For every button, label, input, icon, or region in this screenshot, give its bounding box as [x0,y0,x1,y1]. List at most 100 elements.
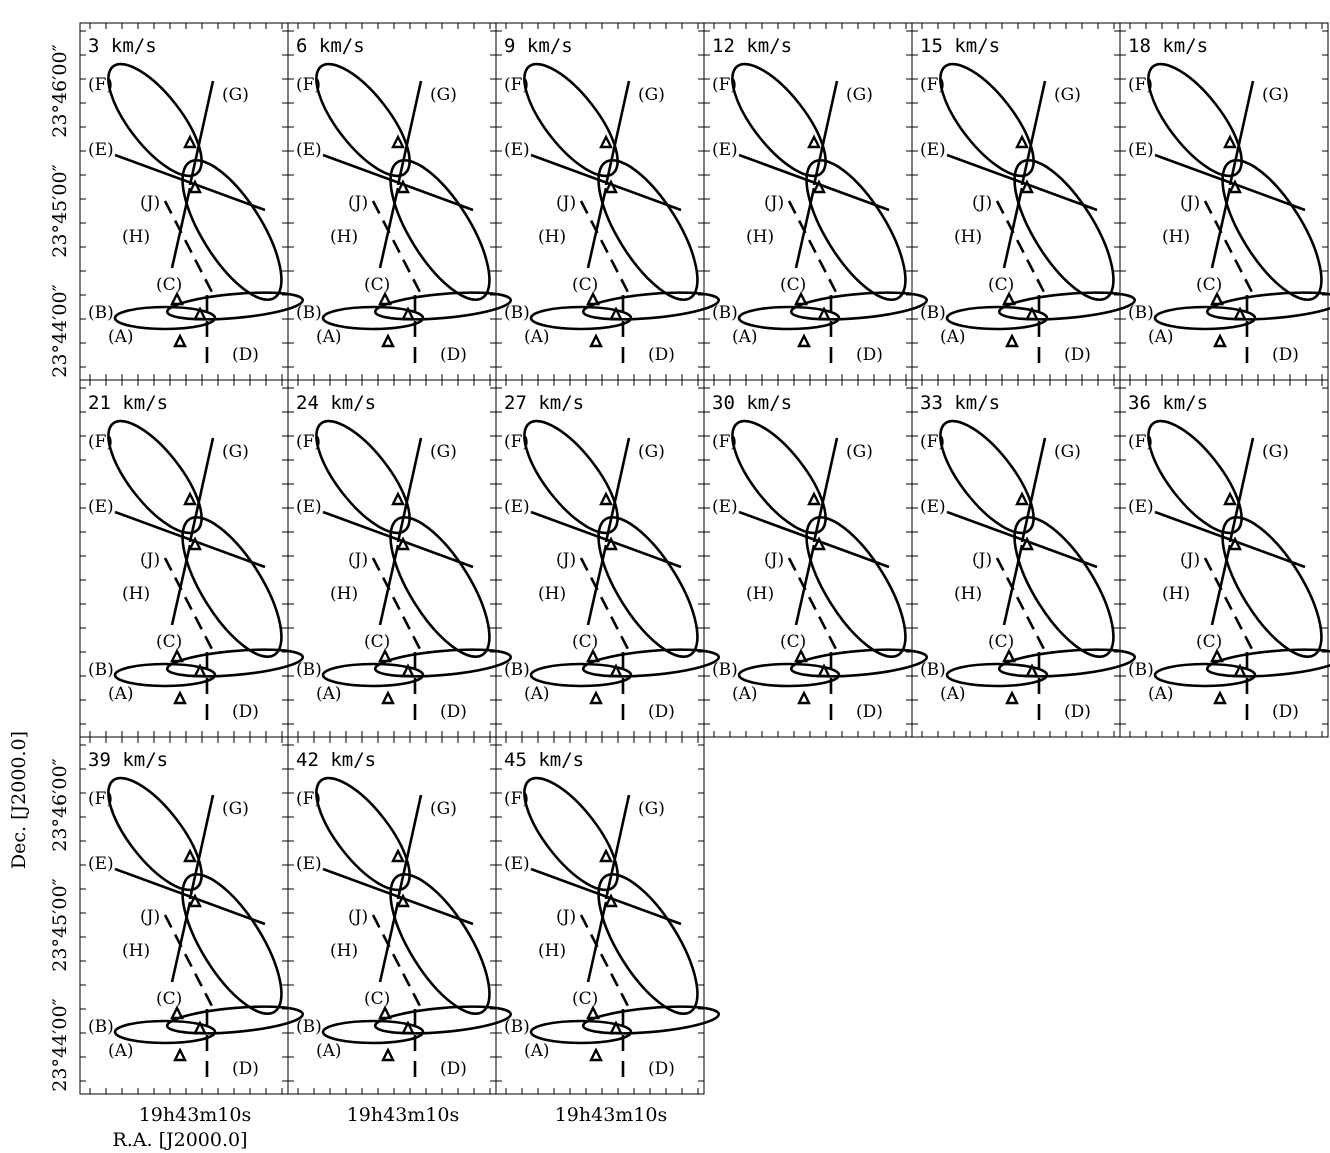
x-axis-label: R.A. [J2000.0] [112,1129,247,1151]
source-marker [185,494,195,504]
region-label: (G) [638,799,665,819]
outflow-ellipse [580,146,716,313]
outflow-axis [588,545,606,625]
region-label: (B) [88,1017,114,1037]
region-label: (C) [156,632,182,652]
region-label: (B) [88,303,114,323]
source-marker [591,336,601,346]
region-label: (G) [1262,85,1289,105]
source-marker [380,651,390,661]
region-label: (J) [348,550,368,570]
source-marker [185,137,195,147]
region-label: (A) [316,684,342,704]
outflow-ellipse [164,503,300,670]
panel: 12 km/s(F)(G)(E)(J)(H)(C)(B)(A)(D) [704,23,928,380]
region-label: (A) [940,327,966,347]
region-label: (A) [940,684,966,704]
panel-label: 3 km/s [88,35,157,57]
ra-tick-label: 19h43m10s [139,1104,252,1126]
source-marker [1212,651,1222,661]
outflow-axis [172,545,190,625]
region-label: (F) [88,75,113,95]
region-label: (B) [504,303,530,323]
region-label: (F) [712,432,737,452]
region-label: (C) [1196,275,1222,295]
source-marker [383,693,393,703]
source-marker [588,651,598,661]
panel: 33 km/s(F)(G)(E)(J)(H)(C)(B)(A)(D) [912,380,1136,737]
outflow-ellipse [372,860,508,1027]
region-label: (C) [572,989,598,1009]
region-label: (H) [330,584,358,604]
dec-tick-label: 23°45′00″ [49,164,71,257]
region-label: (E) [1128,497,1154,517]
region-label: (G) [638,442,665,462]
source-marker [383,1050,393,1060]
region-label: (G) [1054,442,1081,462]
region-label: (J) [556,193,576,213]
region-label: (G) [846,85,873,105]
source-marker [172,1008,182,1018]
outflow-ellipse [1206,645,1330,681]
panel: 30 km/s(F)(G)(E)(J)(H)(C)(B)(A)(D) [704,380,928,737]
dec-tick-label: 23°44′00″ [49,284,71,377]
region-label: (E) [88,497,114,517]
region-label: (A) [524,684,550,704]
region-label: (J) [972,550,992,570]
outflow-axis [1004,545,1022,625]
region-label: (B) [1128,303,1154,323]
source-marker [393,494,403,504]
region-label: (A) [108,1041,134,1061]
region-label: (G) [430,799,457,819]
panel-label: 9 km/s [504,35,573,57]
dec-tick-label: 23°44′00″ [49,998,71,1091]
region-label: (C) [988,275,1014,295]
region-label: (C) [572,275,598,295]
y-axis-label: Dec. [J2000.0] [8,731,30,869]
region-label: (D) [648,1059,675,1079]
source-marker [1007,336,1017,346]
region-label: (E) [504,140,530,160]
region-label: (H) [122,227,150,247]
region-label: (A) [108,684,134,704]
region-label: (J) [348,193,368,213]
outflow-axis [380,902,398,982]
region-label: (H) [330,227,358,247]
source-marker [1225,137,1235,147]
panel-label: 21 km/s [88,392,168,414]
region-label: (D) [648,702,675,722]
source-marker [1212,294,1222,304]
region-label: (A) [524,1041,550,1061]
panel: 42 km/s(F)(G)(E)(J)(H)(C)(B)(A)(D) [288,737,512,1094]
panel-label: 18 km/s [1128,35,1208,57]
source-marker [172,651,182,661]
region-label: (J) [348,907,368,927]
source-marker [175,693,185,703]
region-label: (G) [846,442,873,462]
region-label: (H) [538,227,566,247]
outflow-axis [1004,188,1022,268]
region-label: (F) [296,432,321,452]
region-label: (C) [364,275,390,295]
region-label: (J) [764,550,784,570]
region-label: (F) [1128,432,1153,452]
region-label: (D) [1272,702,1299,722]
panel: 24 km/s(F)(G)(E)(J)(H)(C)(B)(A)(D) [288,380,512,737]
region-label: (F) [504,789,529,809]
source-marker [799,693,809,703]
region-label: (H) [330,941,358,961]
dec-tick-label: 23°46′00″ [49,758,71,851]
region-label: (A) [524,327,550,347]
region-label: (A) [316,1041,342,1061]
region-label: (J) [556,550,576,570]
panel-label: 39 km/s [88,749,168,771]
ra-tick-label: 19h43m10s [555,1104,668,1126]
source-marker [380,294,390,304]
region-label: (F) [88,789,113,809]
region-label: (E) [712,140,738,160]
panel-label: 42 km/s [296,749,376,771]
panel-label: 30 km/s [712,392,792,414]
region-label: (B) [504,660,530,680]
region-label: (D) [440,345,467,365]
region-label: (C) [780,275,806,295]
